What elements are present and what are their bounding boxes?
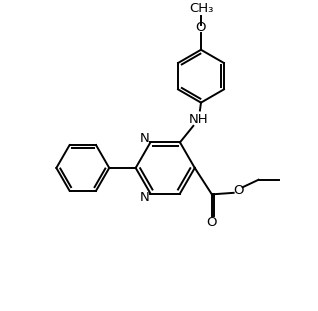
Text: O: O [233,184,244,197]
Text: NH: NH [189,113,209,126]
Text: O: O [196,21,206,34]
Text: O: O [207,216,217,229]
Text: N: N [140,191,150,204]
Text: CH₃: CH₃ [189,2,213,15]
Text: N: N [140,132,150,145]
